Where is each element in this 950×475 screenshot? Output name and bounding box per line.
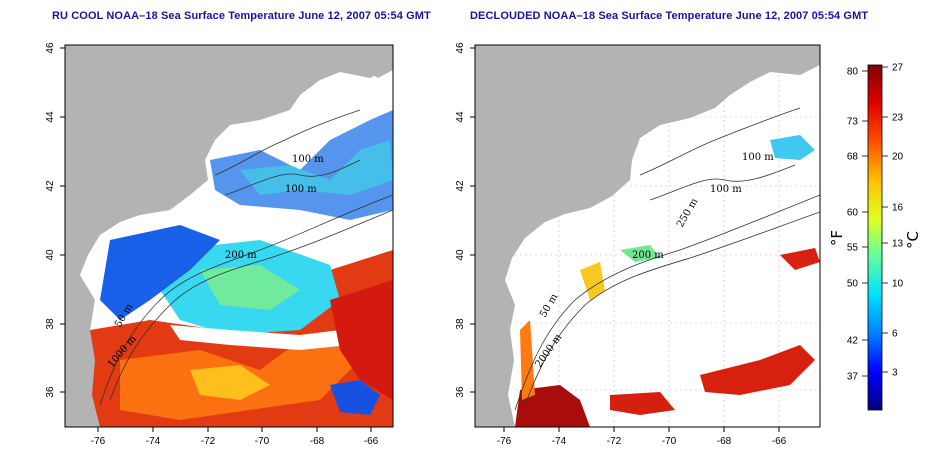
y-tick-label: 46 bbox=[455, 42, 466, 54]
sst-cyan-north bbox=[240, 140, 393, 195]
sst-cloud-band bbox=[170, 325, 350, 350]
colorbar-tick-celsius: 10 bbox=[892, 279, 904, 290]
colorbar-tick-celsius: 13 bbox=[892, 239, 904, 250]
map-panel-declouded: 100 m 100 m 200 m 50 m 2000 m 250 m bbox=[475, 45, 820, 427]
sst-green-patch bbox=[620, 245, 660, 262]
x-tick-label: -68 bbox=[310, 436, 325, 447]
x-tick-label: -72 bbox=[607, 436, 622, 447]
sst-red-east bbox=[330, 280, 393, 400]
colorbar-tick-celsius: 16 bbox=[892, 203, 904, 214]
land-island bbox=[355, 45, 393, 78]
contour-label: 200 m bbox=[225, 250, 257, 261]
colorbar-tick-celsius: 23 bbox=[892, 113, 904, 124]
map-panel-cool: 100 m 100 m 200 m 50 m 1000 m bbox=[65, 45, 393, 427]
x-tick-label: -70 bbox=[662, 436, 677, 447]
land-mass bbox=[475, 45, 820, 427]
axes-declouded: -76 -74 -72 -70 -68 -66 36 38 40 42 44 46 bbox=[455, 42, 787, 447]
map-title-cool: RU COOL NOAA–18 Sea Surface Temperature … bbox=[52, 10, 431, 22]
sst-blue-region bbox=[100, 225, 220, 320]
colorbar-tick-fahrenheit: 42 bbox=[847, 336, 859, 347]
x-tick-label: -76 bbox=[497, 436, 512, 447]
y-tick-label: 44 bbox=[455, 111, 466, 123]
colorbar-tick-fahrenheit: 68 bbox=[847, 152, 859, 163]
y-tick-label: 42 bbox=[455, 180, 466, 192]
y-tick-label: 38 bbox=[45, 318, 56, 330]
colorbar-tick-celsius: 27 bbox=[892, 63, 904, 74]
y-tick-label: 40 bbox=[45, 249, 56, 261]
sst-red-patch bbox=[700, 345, 815, 395]
sst-red-patch bbox=[780, 248, 820, 270]
y-tick-label: 46 bbox=[45, 42, 56, 54]
sst-cyan-patch bbox=[770, 135, 815, 160]
y-tick-label: 38 bbox=[455, 318, 466, 330]
y-tick-label: 36 bbox=[455, 386, 466, 398]
y-tick-label: 42 bbox=[45, 180, 56, 192]
colorbar-tick-fahrenheit: 50 bbox=[847, 279, 859, 290]
colorbar-tick-celsius: 20 bbox=[892, 152, 904, 163]
x-tick-label: -74 bbox=[146, 436, 161, 447]
map-frame-cool bbox=[64, 44, 394, 428]
x-tick-label: -66 bbox=[772, 436, 787, 447]
sst-orange-patch bbox=[520, 320, 535, 400]
y-tick-label: 36 bbox=[45, 386, 56, 398]
colorbar-tick-celsius: 6 bbox=[892, 329, 898, 340]
colorbar-ticks: 80 73 68 60 55 50 42 37 27 23 20 16 13 10 6 3 bbox=[847, 63, 904, 383]
sst-blue-patches bbox=[330, 380, 380, 415]
contour-label: 200 m bbox=[632, 250, 664, 261]
x-tick-label: -66 bbox=[364, 436, 379, 447]
colorbar-tick-celsius: 3 bbox=[892, 368, 898, 379]
sst-darkred-patch bbox=[515, 385, 590, 427]
sst-green-region bbox=[200, 265, 300, 310]
x-tick-label: -74 bbox=[552, 436, 567, 447]
contour-label: 100 m bbox=[742, 152, 774, 163]
x-tick-label: -70 bbox=[255, 436, 270, 447]
x-tick-label: -68 bbox=[717, 436, 732, 447]
map-frame-declouded bbox=[474, 44, 821, 428]
map-title-declouded: DECLOUDED NOAA–18 Sea Surface Temperatur… bbox=[470, 10, 869, 22]
colorbar-tick-fahrenheit: 60 bbox=[847, 208, 859, 219]
x-tick-label: -76 bbox=[91, 436, 106, 447]
colorbar-tick-fahrenheit: 37 bbox=[847, 372, 859, 383]
axes-cool: -76 -74 -72 -70 -68 -66 36 38 40 42 44 46 bbox=[45, 42, 379, 447]
colorbar bbox=[867, 64, 883, 411]
y-tick-label: 44 bbox=[45, 111, 56, 123]
colorbar-tick-fahrenheit: 73 bbox=[847, 117, 859, 128]
contour-label: 100 m bbox=[292, 154, 324, 165]
sst-yellow-patch bbox=[580, 262, 605, 300]
y-tick-label: 40 bbox=[455, 249, 466, 261]
land-mass bbox=[65, 45, 393, 427]
colorbar-tick-fahrenheit: 55 bbox=[847, 243, 859, 254]
contour-label: 100 m bbox=[710, 184, 742, 195]
sst-yellow-patch bbox=[190, 365, 270, 400]
contour-label: 100 m bbox=[285, 184, 317, 195]
sst-red-patch bbox=[610, 392, 675, 415]
colorbar-unit-fahrenheit: °F bbox=[828, 230, 846, 246]
colorbar-tick-fahrenheit: 80 bbox=[847, 67, 859, 78]
x-tick-label: -72 bbox=[201, 436, 216, 447]
colorbar-unit-celsius: °C bbox=[904, 231, 922, 249]
